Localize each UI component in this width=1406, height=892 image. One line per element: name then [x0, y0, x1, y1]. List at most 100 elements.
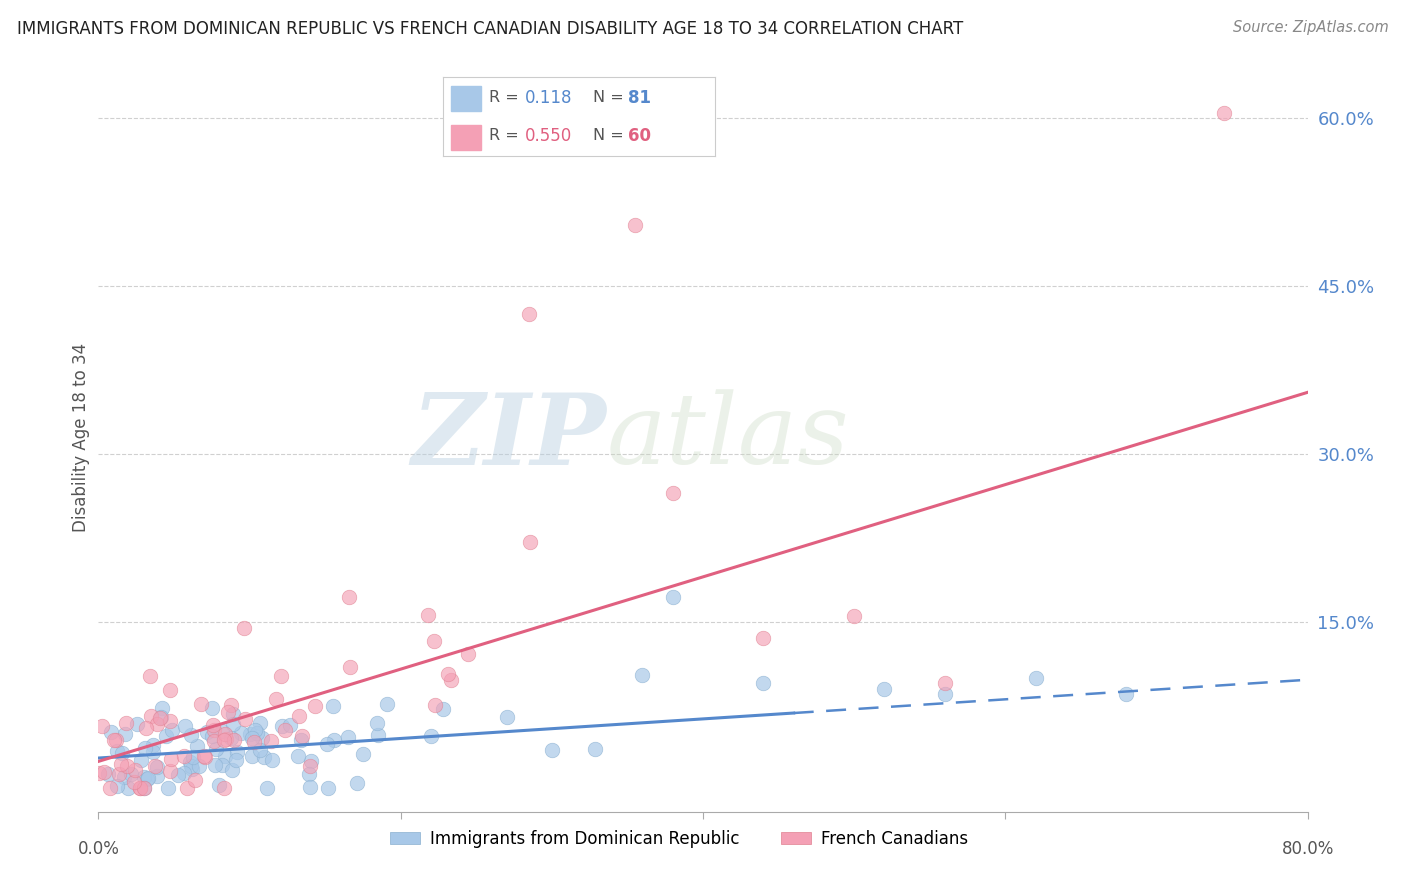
- Point: [540, 743, 562, 757]
- Point: [132, 781, 155, 796]
- Point: [159, 714, 181, 729]
- Point: [630, 668, 652, 682]
- Point: [222, 707, 245, 722]
- Point: [299, 780, 322, 794]
- Point: [245, 723, 267, 738]
- Point: [167, 768, 190, 782]
- Point: [108, 766, 131, 780]
- Point: [291, 729, 314, 743]
- Point: [217, 706, 239, 720]
- Point: [316, 737, 339, 751]
- Point: [844, 609, 866, 624]
- Point: [149, 711, 172, 725]
- Point: [128, 781, 150, 796]
- Point: [110, 756, 132, 771]
- Point: [124, 763, 146, 777]
- Text: Source: ZipAtlas.com: Source: ZipAtlas.com: [1233, 20, 1389, 35]
- Point: [231, 725, 253, 739]
- Point: [316, 781, 339, 796]
- Point: [111, 746, 134, 760]
- Text: 0.0%: 0.0%: [77, 839, 120, 858]
- Point: [225, 753, 247, 767]
- Point: [233, 712, 256, 726]
- Point: [259, 734, 281, 748]
- Point: [181, 749, 204, 764]
- Point: [139, 709, 162, 723]
- Point: [214, 732, 236, 747]
- Point: [517, 307, 540, 321]
- Point: [624, 218, 647, 232]
- Point: [271, 718, 294, 732]
- Point: [934, 687, 956, 701]
- Point: [423, 633, 446, 648]
- Point: [222, 733, 245, 747]
- Point: [115, 758, 138, 772]
- Point: [211, 723, 233, 738]
- Point: [337, 730, 360, 744]
- Point: [135, 721, 157, 735]
- Point: [222, 717, 245, 731]
- Point: [211, 758, 233, 772]
- Point: [233, 621, 256, 635]
- Point: [288, 708, 311, 723]
- Point: [159, 683, 181, 698]
- Point: [186, 739, 208, 753]
- Point: [323, 733, 346, 747]
- Point: [97, 767, 120, 781]
- Point: [226, 745, 249, 759]
- Point: [132, 770, 155, 784]
- Point: [180, 728, 202, 742]
- Point: [496, 709, 519, 723]
- Text: atlas: atlas: [606, 390, 849, 484]
- Point: [253, 749, 276, 764]
- Point: [100, 725, 122, 739]
- Point: [339, 660, 361, 674]
- Point: [87, 766, 110, 780]
- Point: [202, 734, 225, 748]
- Point: [188, 759, 211, 773]
- Point: [105, 733, 128, 747]
- Point: [299, 759, 322, 773]
- Point: [519, 535, 541, 549]
- Point: [352, 747, 374, 761]
- Point: [135, 772, 157, 786]
- Point: [299, 754, 322, 768]
- Point: [256, 781, 278, 796]
- Point: [290, 733, 312, 747]
- Legend: Immigrants from Dominican Republic, French Canadians: Immigrants from Dominican Republic, Fren…: [382, 823, 974, 855]
- Point: [270, 669, 292, 683]
- Point: [180, 758, 202, 772]
- Point: [180, 762, 202, 776]
- Point: [103, 733, 125, 747]
- Point: [661, 590, 683, 604]
- Point: [274, 723, 297, 738]
- Point: [583, 742, 606, 756]
- Point: [416, 608, 439, 623]
- Point: [873, 681, 896, 696]
- Point: [184, 772, 207, 787]
- Point: [934, 676, 956, 690]
- Point: [142, 745, 165, 759]
- Point: [115, 715, 138, 730]
- Point: [214, 749, 236, 764]
- Point: [287, 749, 309, 764]
- Point: [298, 766, 321, 780]
- Point: [143, 759, 166, 773]
- Point: [159, 764, 181, 778]
- Point: [194, 749, 217, 764]
- Point: [201, 729, 224, 743]
- Text: IMMIGRANTS FROM DOMINICAN REPUBLIC VS FRENCH CANADIAN DISABILITY AGE 18 TO 34 CO: IMMIGRANTS FROM DOMINICAN REPUBLIC VS FR…: [17, 20, 963, 37]
- Point: [1024, 671, 1046, 685]
- Point: [432, 702, 454, 716]
- Point: [146, 760, 169, 774]
- Point: [366, 715, 388, 730]
- Point: [250, 731, 273, 745]
- Point: [752, 676, 775, 690]
- Point: [93, 765, 115, 780]
- Point: [202, 723, 225, 738]
- Point: [240, 749, 263, 764]
- Point: [238, 727, 260, 741]
- Point: [249, 743, 271, 757]
- Point: [138, 771, 160, 785]
- Point: [176, 781, 198, 796]
